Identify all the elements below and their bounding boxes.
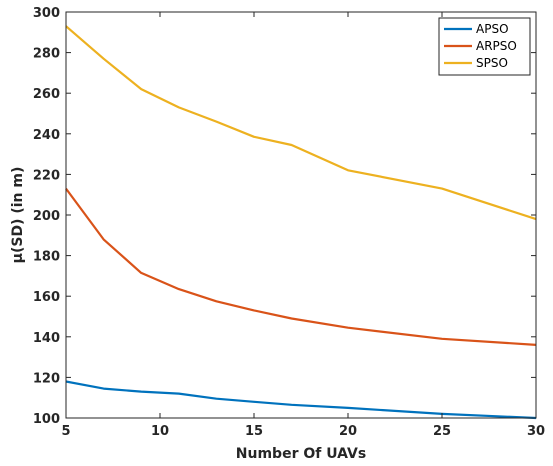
plot-background bbox=[66, 12, 536, 418]
y-tick-label: 200 bbox=[33, 209, 60, 224]
x-axis-ticks: 5 10 15 20 25 30 bbox=[61, 12, 545, 439]
x-tick-label: 5 bbox=[61, 424, 70, 439]
x-tick-label: 25 bbox=[433, 424, 451, 439]
series-line-apso bbox=[65, 380, 537, 420]
series-line-spso bbox=[65, 25, 537, 221]
y-tick-label: 180 bbox=[33, 250, 60, 265]
y-tick-label: 160 bbox=[33, 290, 60, 305]
y-tick-label: 100 bbox=[33, 412, 60, 427]
plot-area bbox=[66, 12, 536, 418]
legend: APSO ARPSO SPSO bbox=[438, 17, 531, 76]
y-axis-ticks: 100 120 140 160 180 200 220 240 260 280 300 bbox=[33, 6, 536, 427]
series-line-arpso bbox=[65, 187, 537, 346]
y-tick-label: 120 bbox=[33, 371, 60, 386]
legend-label-apso: APSO bbox=[476, 22, 509, 36]
y-tick-label: 280 bbox=[33, 47, 60, 62]
legend-label-arpso: ARPSO bbox=[476, 39, 517, 53]
x-tick-label: 10 bbox=[151, 424, 169, 439]
series-lines bbox=[65, 25, 537, 420]
y-tick-label: 260 bbox=[33, 87, 60, 102]
y-tick-label: 140 bbox=[33, 331, 60, 346]
y-tick-label: 220 bbox=[33, 168, 60, 183]
x-tick-label: 30 bbox=[527, 424, 545, 439]
y-axis-title: μ(SD) (in m) bbox=[10, 167, 26, 264]
y-tick-label: 240 bbox=[33, 128, 60, 143]
y-tick-label: 300 bbox=[33, 6, 60, 21]
x-axis-title: Number Of UAVs bbox=[236, 446, 366, 462]
x-tick-label: 20 bbox=[339, 424, 357, 439]
legend-label-spso: SPSO bbox=[476, 56, 508, 70]
x-tick-label: 15 bbox=[245, 424, 263, 439]
